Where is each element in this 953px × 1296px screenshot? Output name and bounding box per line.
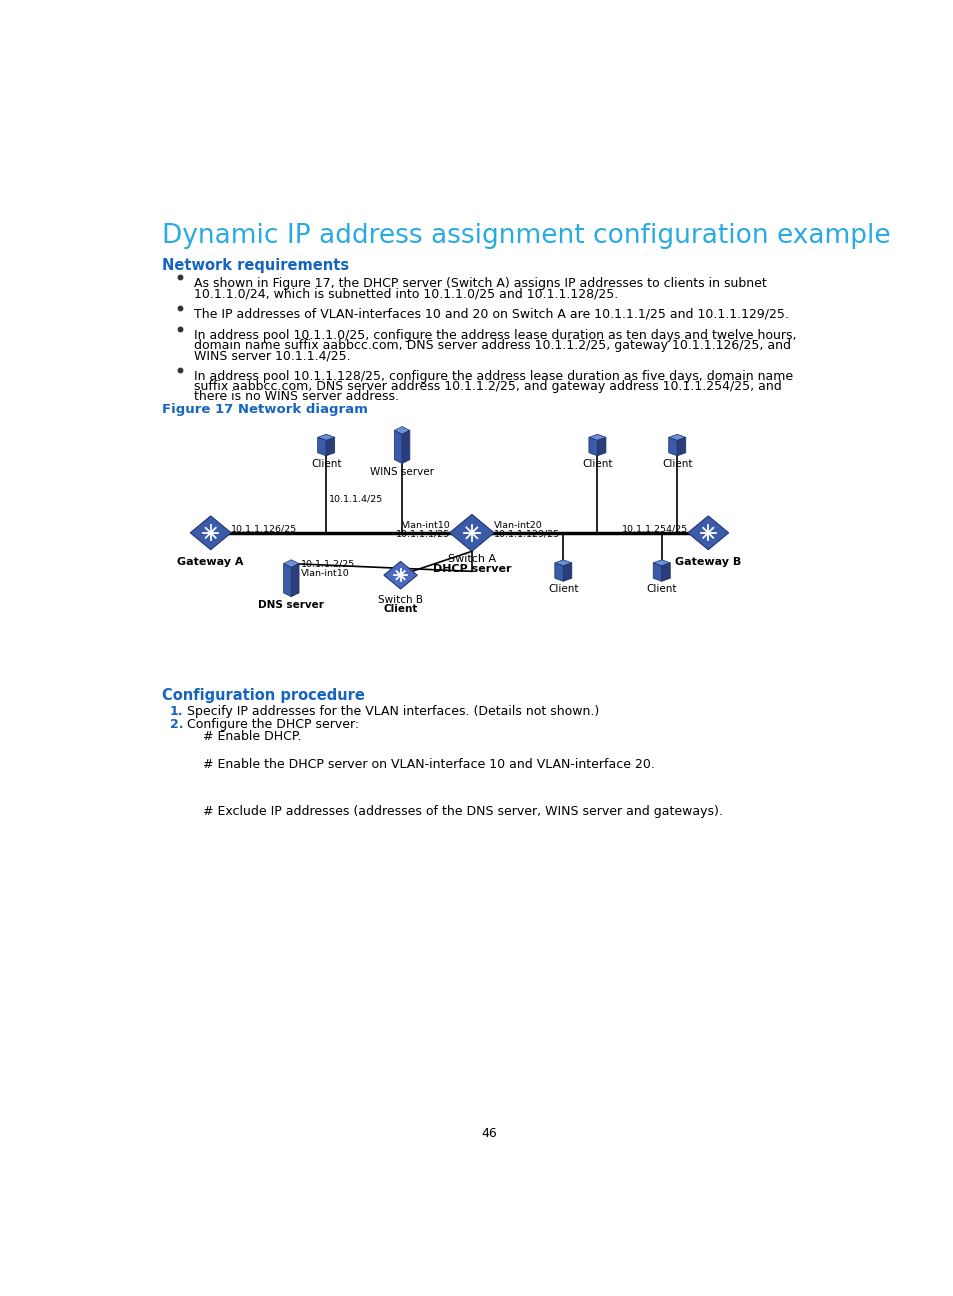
Text: As shown in Figure 17, the DHCP server (Switch A) assigns IP addresses to client: As shown in Figure 17, the DHCP server (… xyxy=(193,277,765,290)
Text: In address pool 10.1.1.128/25, configure the address lease duration as five days: In address pool 10.1.1.128/25, configure… xyxy=(193,369,792,382)
Polygon shape xyxy=(402,430,410,464)
Polygon shape xyxy=(394,426,410,434)
Text: 10.1.1.0/24, which is subnetted into 10.1.1.0/25 and 10.1.1.128/25.: 10.1.1.0/24, which is subnetted into 10.… xyxy=(193,288,618,301)
Polygon shape xyxy=(283,564,291,596)
Polygon shape xyxy=(588,437,597,456)
Polygon shape xyxy=(291,564,298,596)
Polygon shape xyxy=(449,515,494,551)
Text: Client: Client xyxy=(581,459,612,469)
Text: In address pool 10.1.1.0/25, configure the address lease duration as ten days an: In address pool 10.1.1.0/25, configure t… xyxy=(193,329,796,342)
Text: DHCP server: DHCP server xyxy=(432,564,511,574)
Text: Gateway A: Gateway A xyxy=(177,557,244,568)
Text: Client: Client xyxy=(383,604,417,614)
Polygon shape xyxy=(668,434,685,441)
Text: Vlan-int20: Vlan-int20 xyxy=(493,521,541,530)
Polygon shape xyxy=(555,560,571,566)
Polygon shape xyxy=(687,516,728,550)
Text: 10.1.1.2/25: 10.1.1.2/25 xyxy=(300,560,355,569)
Text: Client: Client xyxy=(646,584,677,595)
Text: Configuration procedure: Configuration procedure xyxy=(162,688,364,704)
Text: # Enable the DHCP server on VLAN-interface 10 and VLAN-interface 20.: # Enable the DHCP server on VLAN-interfa… xyxy=(203,758,654,771)
Text: Dynamic IP address assignment configuration example: Dynamic IP address assignment configurat… xyxy=(162,223,889,249)
Polygon shape xyxy=(597,437,605,456)
Text: there is no WINS server address.: there is no WINS server address. xyxy=(193,390,398,403)
Text: 10.1.1.4/25: 10.1.1.4/25 xyxy=(329,494,383,503)
Text: Client: Client xyxy=(548,584,578,595)
Text: Configure the DHCP server:: Configure the DHCP server: xyxy=(187,718,359,731)
Text: Client: Client xyxy=(661,459,692,469)
Polygon shape xyxy=(326,437,335,456)
Polygon shape xyxy=(668,437,677,456)
Polygon shape xyxy=(653,560,670,566)
Text: 10.1.1.126/25: 10.1.1.126/25 xyxy=(231,525,296,534)
Text: Network requirements: Network requirements xyxy=(162,258,349,273)
Text: 2.: 2. xyxy=(170,718,183,731)
Polygon shape xyxy=(383,561,416,588)
Polygon shape xyxy=(653,562,661,582)
Text: 1.: 1. xyxy=(170,705,183,718)
Text: WINS server 10.1.1.4/25.: WINS server 10.1.1.4/25. xyxy=(193,350,350,363)
Polygon shape xyxy=(394,430,402,464)
Polygon shape xyxy=(283,560,298,568)
Text: domain name suffix aabbcc.com, DNS server address 10.1.1.2/25, gateway 10.1.1.12: domain name suffix aabbcc.com, DNS serve… xyxy=(193,340,790,353)
Text: suffix aabbcc.com, DNS server address 10.1.1.2/25, and gateway address 10.1.1.25: suffix aabbcc.com, DNS server address 10… xyxy=(193,380,781,393)
Text: Figure 17 Network diagram: Figure 17 Network diagram xyxy=(162,403,367,416)
Polygon shape xyxy=(562,562,571,582)
Text: # Exclude IP addresses (addresses of the DNS server, WINS server and gateways).: # Exclude IP addresses (addresses of the… xyxy=(203,805,722,818)
Text: DNS server: DNS server xyxy=(258,600,324,610)
Text: 10.1.1.254/25: 10.1.1.254/25 xyxy=(621,525,687,534)
Text: 10.1.1.1/25: 10.1.1.1/25 xyxy=(395,530,450,539)
Polygon shape xyxy=(317,437,326,456)
Polygon shape xyxy=(317,434,335,441)
Text: Gateway B: Gateway B xyxy=(675,557,740,568)
Polygon shape xyxy=(661,562,670,582)
Polygon shape xyxy=(588,434,605,441)
Text: Client: Client xyxy=(311,459,341,469)
Text: The IP addresses of VLAN-interfaces 10 and 20 on Switch A are 10.1.1.1/25 and 10: The IP addresses of VLAN-interfaces 10 a… xyxy=(193,308,788,321)
Polygon shape xyxy=(555,562,562,582)
Text: 10.1.1.129/25: 10.1.1.129/25 xyxy=(493,530,559,539)
Text: Switch B: Switch B xyxy=(377,595,422,605)
Text: WINS server: WINS server xyxy=(370,467,434,477)
Polygon shape xyxy=(677,437,685,456)
Text: Switch A: Switch A xyxy=(447,555,496,564)
Text: Vlan-int10: Vlan-int10 xyxy=(401,521,450,530)
Text: Vlan-int10: Vlan-int10 xyxy=(300,569,349,578)
Text: 46: 46 xyxy=(480,1126,497,1139)
Text: Specify IP addresses for the VLAN interfaces. (Details not shown.): Specify IP addresses for the VLAN interf… xyxy=(187,705,599,718)
Text: # Enable DHCP.: # Enable DHCP. xyxy=(203,730,301,743)
Polygon shape xyxy=(190,516,231,550)
